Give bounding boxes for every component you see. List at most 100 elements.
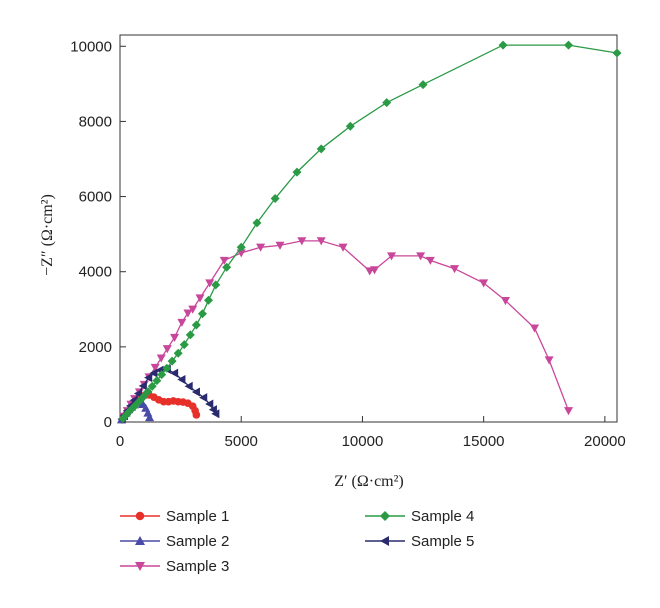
series-3 (119, 237, 574, 421)
legend-label: Sample 2 (166, 533, 229, 550)
x-tick-label: 0 (116, 433, 124, 450)
data-point (564, 407, 574, 416)
data-point (292, 167, 302, 177)
y-tick-label: 0 (104, 414, 112, 431)
data-point (203, 295, 213, 305)
data-point (211, 280, 221, 290)
y-tick-label: 4000 (79, 264, 112, 281)
data-point (145, 412, 155, 422)
data-point (184, 381, 193, 391)
data-point (183, 309, 193, 318)
series-4 (118, 40, 622, 424)
data-point (177, 375, 186, 385)
legend: Sample 1 Sample 2 Sample 3 Sample 4 Sample 5 (120, 508, 474, 575)
y-tick-label: 10000 (70, 38, 112, 55)
x-tick-label: 20000 (584, 433, 626, 450)
data-point (139, 391, 149, 401)
data-point (338, 243, 348, 252)
legend-item: Sample 2 (120, 533, 229, 550)
series-line (122, 44, 618, 420)
data-point (157, 370, 167, 380)
data-point (222, 262, 232, 272)
data-point (192, 411, 201, 419)
legend-marker (380, 511, 390, 521)
data-point (530, 324, 540, 333)
data-point (197, 309, 207, 319)
legend-item: Sample 4 (365, 508, 474, 525)
x-axis-label: Z′ (Ω·cm²) (334, 473, 404, 490)
data-point (170, 333, 180, 342)
series-5 (117, 364, 220, 424)
x-tick-label: 5000 (225, 433, 258, 450)
data-point (152, 376, 162, 386)
legend-marker (135, 511, 145, 521)
data-point (205, 279, 215, 288)
data-point (479, 279, 489, 288)
legend-label: Sample 4 (411, 508, 474, 525)
x-tick-label: 10000 (342, 433, 384, 450)
data-point (205, 399, 214, 409)
data-point (156, 354, 166, 363)
plot-area-frame (119, 34, 618, 423)
data-point (370, 266, 380, 275)
data-point (256, 243, 266, 252)
data-point (544, 356, 554, 365)
x-tick-label: 15000 (463, 433, 505, 450)
data-point (143, 387, 153, 397)
data-point (167, 356, 177, 366)
data-point (498, 40, 508, 50)
legend-marker (380, 536, 389, 546)
legend-item: Sample 5 (365, 533, 474, 550)
data-point (297, 237, 307, 246)
data-point (162, 345, 172, 354)
series-line (123, 240, 570, 417)
data-point (252, 218, 262, 228)
data-point (150, 363, 160, 373)
data-point (316, 237, 326, 246)
y-axis-label: −Z″ (Ω·cm²) (39, 194, 56, 276)
data-point (133, 388, 143, 398)
data-point (170, 368, 179, 378)
legend-marker (135, 562, 145, 571)
data-point (275, 241, 285, 250)
data-point (416, 252, 426, 261)
y-tick-label: 8000 (79, 113, 112, 130)
data-point (179, 340, 189, 350)
y-tick-label: 6000 (79, 189, 112, 206)
data-point (191, 320, 201, 330)
data-point (425, 256, 435, 265)
data-point (149, 368, 158, 378)
data-point (211, 409, 220, 419)
data-point (387, 252, 397, 261)
legend-label: Sample 3 (166, 558, 229, 575)
legend-label: Sample 5 (411, 533, 474, 550)
data-point (199, 393, 208, 403)
legend-item: Sample 1 (120, 508, 229, 525)
data-point (188, 305, 198, 314)
data-point (195, 294, 205, 303)
legend-item: Sample 3 (120, 558, 229, 575)
data-point (144, 373, 153, 383)
data-point (564, 40, 574, 50)
data-point (418, 80, 428, 90)
data-point (270, 193, 280, 203)
legend-label: Sample 1 (166, 508, 229, 525)
data-point (219, 256, 229, 265)
data-point (177, 318, 187, 327)
data-point (612, 48, 622, 58)
data-point (500, 297, 510, 306)
data-point (345, 121, 355, 131)
data-point (236, 242, 246, 252)
data-point (162, 363, 172, 373)
legend-marker (135, 536, 145, 545)
data-point (147, 381, 157, 391)
data-point (173, 348, 183, 358)
y-tick-label: 2000 (79, 339, 112, 356)
data-point (450, 265, 460, 274)
data-point (191, 387, 200, 397)
data-point (185, 330, 195, 340)
data-point (382, 98, 392, 108)
data-point (138, 381, 147, 391)
data-point (316, 144, 326, 154)
